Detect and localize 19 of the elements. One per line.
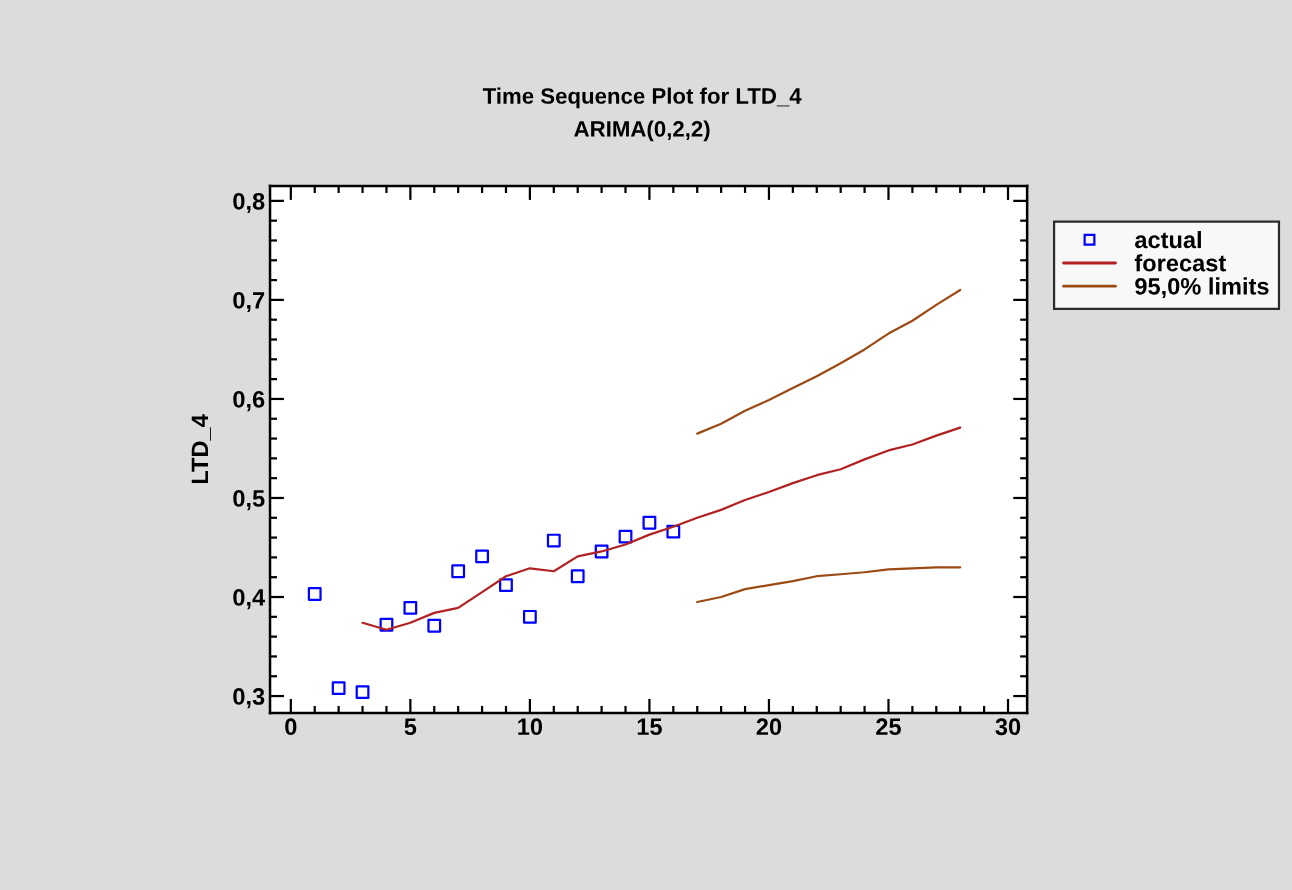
y-tick-label: 0,7 — [233, 291, 265, 313]
x-tick-label: 20 — [756, 718, 782, 736]
chart-title: Time Sequence Plot for LTD_4 — [482, 87, 802, 109]
y-axis-title: LTD_4 — [191, 414, 211, 484]
y-tick-label: 0,6 — [233, 391, 265, 412]
y-tick-label: 0,5 — [233, 490, 265, 511]
y-tick-label: 0,3 — [233, 688, 265, 709]
x-tick-label: 30 — [995, 718, 1021, 736]
legend-label: actual — [1135, 230, 1201, 249]
x-tick-label: 5 — [404, 718, 417, 736]
x-tick-label: 15 — [637, 718, 662, 736]
y-tick-label: 0,4 — [233, 589, 266, 610]
legend-label: 95,0% limits — [1135, 277, 1269, 299]
legend-label: forecast — [1134, 254, 1226, 272]
x-tick-label: 10 — [518, 718, 543, 736]
x-tick-label: 0 — [285, 718, 297, 736]
x-tick-label: 25 — [876, 718, 901, 736]
chart-subtitle: ARIMA(0,2,2) — [574, 120, 710, 142]
y-tick-label: 0,8 — [233, 192, 265, 214]
